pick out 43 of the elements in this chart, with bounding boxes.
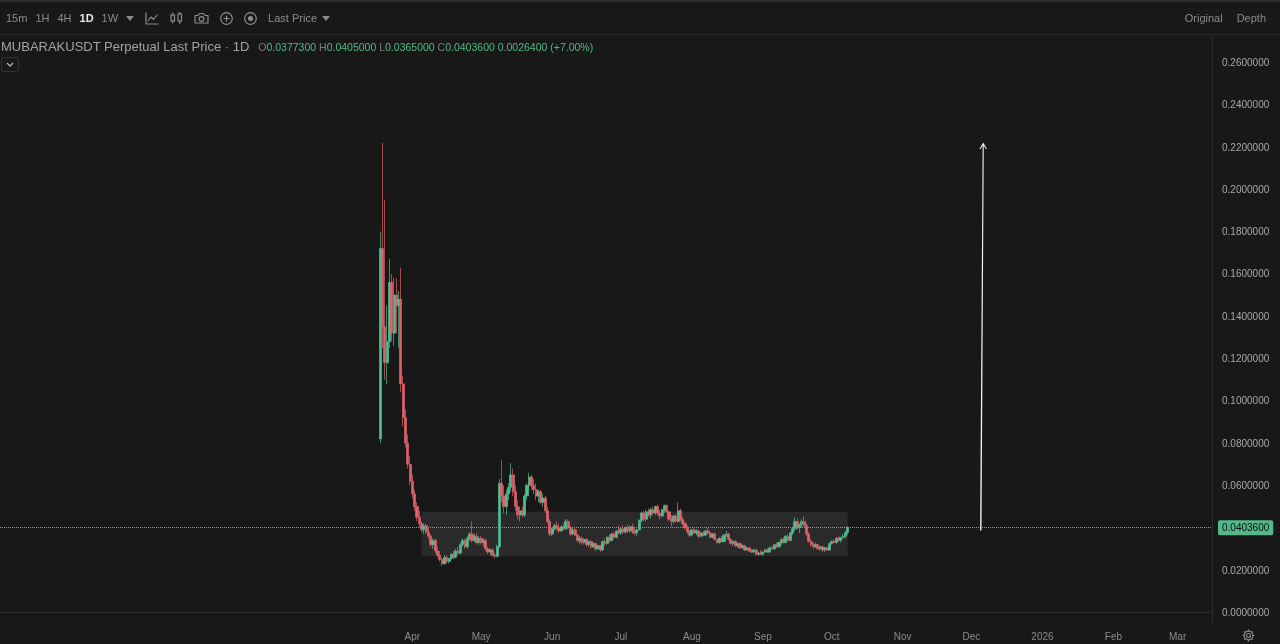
text: 15m <box>6 12 28 24</box>
y-tick-label: 0.1200000 <box>1222 353 1270 365</box>
y-tick-label: 0.1000000 <box>1222 395 1270 407</box>
x-tick-label: Oct <box>823 630 840 642</box>
x-tick-label: Jun <box>544 630 561 642</box>
text: 1W <box>101 12 119 24</box>
x-tick-label: Sep <box>754 630 773 642</box>
candlestick <box>706 527 710 535</box>
candlestick <box>596 544 600 551</box>
x-tick-label: Feb <box>1104 630 1123 642</box>
y-tick-label: 0.1800000 <box>1222 226 1270 238</box>
y-tick-label: 0.1400000 <box>1222 310 1270 322</box>
y-tick-label: 0.0200000 <box>1222 564 1270 576</box>
x-tick-label: Mar <box>1169 630 1187 642</box>
y-tick-label: 0.2200000 <box>1222 141 1270 153</box>
text: 4H <box>57 12 72 24</box>
x-tick-label: Aug <box>683 630 701 642</box>
y-tick-label: 0.2400000 <box>1222 99 1270 111</box>
text: Original <box>1184 12 1223 24</box>
y-tick-label: 0.1600000 <box>1222 268 1270 280</box>
text: O0.0377300 H0.0405000 L0.0365000 C0.0403600 0.0026400 (+7.00%) <box>258 41 594 53</box>
text: Depth <box>1236 12 1266 24</box>
chart-title: MUBARAKUSDT Perpetual Last Price · 1D <box>1 39 250 54</box>
candlestick <box>777 541 781 549</box>
x-tick-label: Nov <box>893 630 912 642</box>
y-tick-label: 0.2600000 <box>1222 56 1270 68</box>
candlestick <box>722 533 726 543</box>
ref-line-label: 0.0403600 <box>1222 522 1270 534</box>
x-tick-label: Jul <box>614 630 628 642</box>
y-tick-label: 0.0600000 <box>1222 479 1270 491</box>
candlestick <box>541 493 545 507</box>
x-tick-label: May <box>471 630 491 642</box>
y-tick-label: 0.0800000 <box>1222 437 1270 449</box>
x-tick-label: Dec <box>962 630 981 642</box>
x-tick-label: Apr <box>404 630 421 642</box>
y-tick-label: 0.0000000 <box>1222 606 1270 618</box>
candlestick <box>683 521 687 531</box>
text: 1H <box>35 12 50 24</box>
candlestick <box>431 537 435 550</box>
x-tick-label: 2026 <box>1031 630 1055 642</box>
text: 1D <box>79 12 94 24</box>
text: Last Price <box>268 12 318 24</box>
y-tick-label: 0.2000000 <box>1222 183 1270 195</box>
